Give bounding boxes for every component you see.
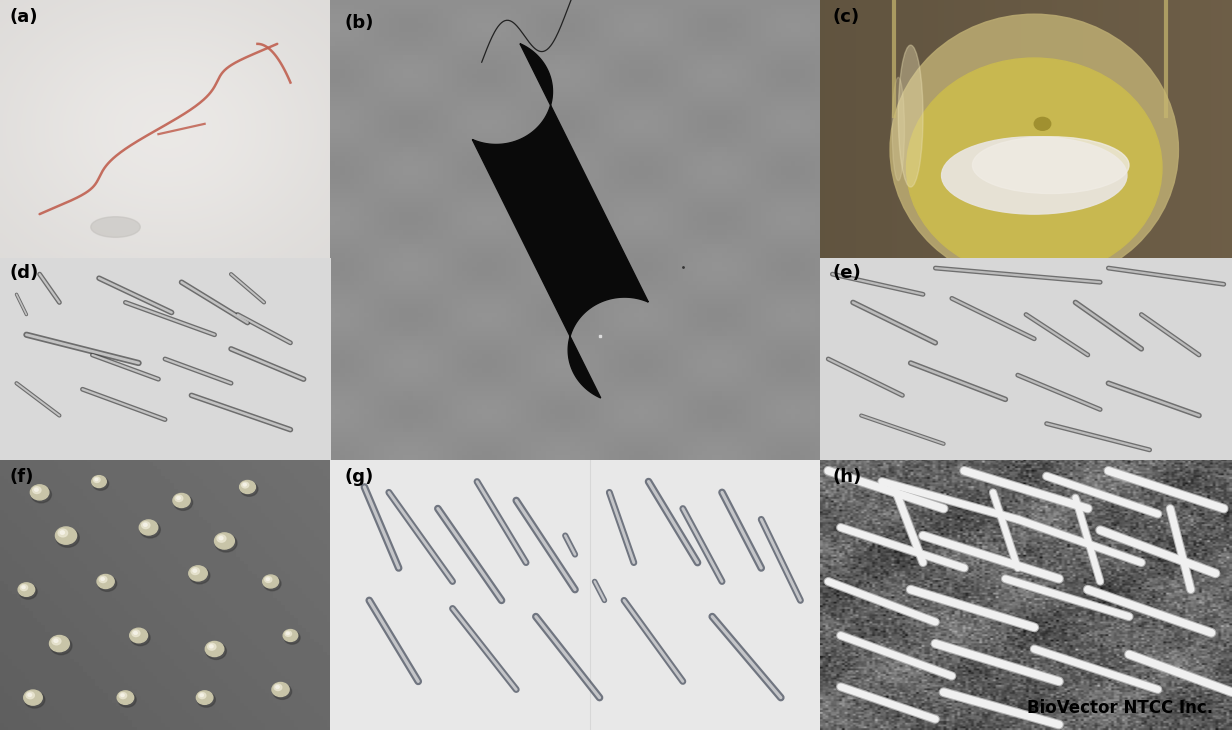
Circle shape bbox=[243, 483, 246, 486]
Circle shape bbox=[219, 537, 223, 539]
Circle shape bbox=[272, 684, 292, 699]
Circle shape bbox=[100, 576, 107, 583]
Ellipse shape bbox=[907, 58, 1162, 277]
Circle shape bbox=[51, 637, 71, 655]
Circle shape bbox=[209, 645, 213, 648]
Circle shape bbox=[143, 523, 147, 526]
Circle shape bbox=[97, 576, 117, 591]
Circle shape bbox=[52, 637, 60, 645]
Circle shape bbox=[54, 639, 58, 642]
Circle shape bbox=[95, 478, 97, 480]
Circle shape bbox=[272, 683, 290, 696]
Circle shape bbox=[174, 495, 192, 510]
Circle shape bbox=[216, 534, 237, 552]
Ellipse shape bbox=[941, 137, 1127, 214]
Circle shape bbox=[91, 476, 106, 488]
Circle shape bbox=[208, 643, 216, 650]
Circle shape bbox=[175, 495, 182, 502]
Circle shape bbox=[200, 694, 203, 696]
Circle shape bbox=[240, 482, 257, 496]
Ellipse shape bbox=[890, 14, 1179, 285]
Text: (h): (h) bbox=[833, 468, 861, 486]
Circle shape bbox=[60, 531, 64, 534]
Circle shape bbox=[118, 692, 137, 707]
Circle shape bbox=[241, 482, 249, 488]
Circle shape bbox=[121, 694, 124, 696]
Circle shape bbox=[139, 520, 158, 535]
Circle shape bbox=[191, 568, 200, 575]
Ellipse shape bbox=[972, 137, 1129, 193]
Circle shape bbox=[22, 586, 25, 588]
Circle shape bbox=[206, 643, 227, 659]
Circle shape bbox=[239, 480, 255, 493]
Circle shape bbox=[142, 522, 150, 529]
Circle shape bbox=[274, 684, 282, 691]
Circle shape bbox=[26, 692, 34, 699]
Circle shape bbox=[23, 690, 42, 705]
Circle shape bbox=[34, 488, 38, 491]
Circle shape bbox=[101, 577, 105, 580]
Circle shape bbox=[117, 691, 133, 704]
Circle shape bbox=[217, 535, 225, 542]
Circle shape bbox=[94, 477, 100, 483]
Circle shape bbox=[197, 692, 216, 707]
Circle shape bbox=[287, 632, 290, 634]
Circle shape bbox=[31, 486, 52, 503]
Circle shape bbox=[58, 529, 68, 537]
Text: (e): (e) bbox=[833, 264, 861, 282]
Circle shape bbox=[134, 631, 137, 634]
Circle shape bbox=[283, 629, 298, 642]
Circle shape bbox=[172, 493, 190, 507]
Circle shape bbox=[177, 496, 180, 499]
Circle shape bbox=[276, 685, 280, 688]
Circle shape bbox=[285, 631, 292, 637]
Polygon shape bbox=[472, 44, 648, 398]
Text: (b): (b) bbox=[345, 14, 375, 32]
Circle shape bbox=[31, 485, 49, 500]
Circle shape bbox=[20, 585, 27, 591]
Circle shape bbox=[188, 566, 207, 581]
Circle shape bbox=[140, 521, 160, 538]
Circle shape bbox=[97, 575, 115, 588]
Circle shape bbox=[132, 630, 140, 637]
Circle shape bbox=[28, 694, 32, 696]
Circle shape bbox=[266, 578, 270, 580]
Circle shape bbox=[264, 577, 281, 591]
Circle shape bbox=[206, 642, 224, 656]
Text: (f): (f) bbox=[10, 468, 34, 486]
Circle shape bbox=[193, 569, 197, 572]
Circle shape bbox=[120, 693, 127, 699]
Circle shape bbox=[18, 583, 34, 596]
Circle shape bbox=[49, 636, 69, 652]
Text: (g): (g) bbox=[345, 468, 375, 486]
Ellipse shape bbox=[1034, 118, 1051, 130]
Circle shape bbox=[198, 693, 206, 699]
Text: (c): (c) bbox=[833, 8, 860, 26]
Circle shape bbox=[33, 487, 41, 493]
Circle shape bbox=[92, 477, 108, 491]
Circle shape bbox=[55, 527, 76, 545]
Text: (d): (d) bbox=[10, 264, 39, 282]
Ellipse shape bbox=[91, 217, 140, 237]
Circle shape bbox=[190, 567, 209, 584]
Circle shape bbox=[285, 631, 301, 644]
Circle shape bbox=[196, 691, 213, 704]
Circle shape bbox=[214, 533, 234, 549]
Circle shape bbox=[25, 691, 44, 708]
Circle shape bbox=[265, 577, 272, 583]
Circle shape bbox=[129, 629, 148, 643]
Circle shape bbox=[18, 584, 37, 599]
Ellipse shape bbox=[898, 45, 923, 187]
Text: BioVector NTCC Inc.: BioVector NTCC Inc. bbox=[1027, 699, 1214, 717]
Ellipse shape bbox=[892, 77, 904, 180]
Circle shape bbox=[131, 630, 150, 645]
Circle shape bbox=[262, 575, 278, 588]
Circle shape bbox=[55, 529, 79, 548]
Text: (a): (a) bbox=[10, 8, 38, 26]
